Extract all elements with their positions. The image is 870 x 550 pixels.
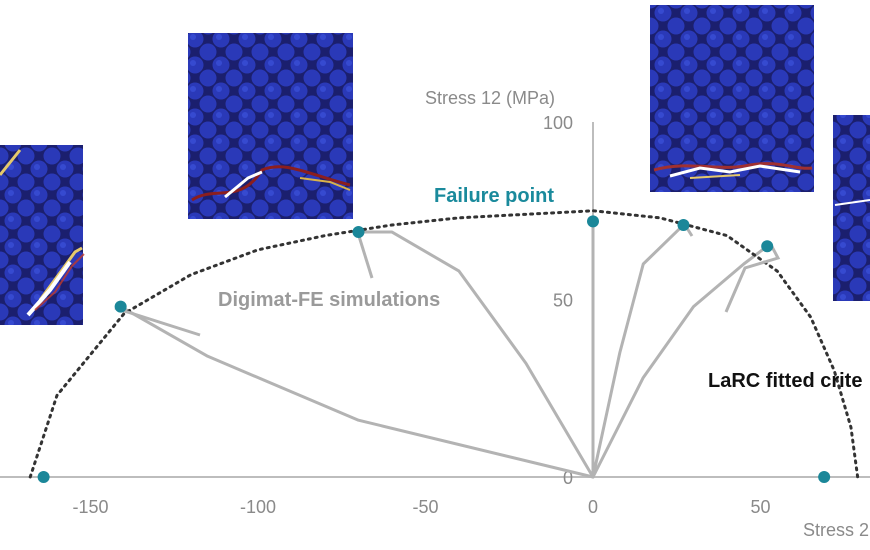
micrograph-image-1 bbox=[0, 145, 85, 325]
leader-line-1 bbox=[114, 306, 201, 337]
failure-point-marker bbox=[761, 240, 774, 253]
criterion-annotation: LaRC fitted crite bbox=[708, 370, 862, 392]
x-tick-label: -50 bbox=[412, 497, 438, 517]
failure-point-marker bbox=[352, 226, 365, 239]
x-tick-label: -150 bbox=[72, 497, 108, 517]
stress-path-line bbox=[357, 230, 595, 479]
micrograph-image-3 bbox=[650, 5, 814, 192]
x-tick-label: -100 bbox=[240, 497, 276, 517]
larc-criterion-curve bbox=[28, 209, 860, 479]
micrograph-image-4 bbox=[833, 115, 870, 301]
micrograph-insets bbox=[0, 5, 870, 325]
failure-point-marker bbox=[114, 300, 127, 313]
y-tick-label: 0 bbox=[563, 468, 573, 488]
leader-line-2 bbox=[356, 232, 374, 279]
leader-line-4 bbox=[724, 242, 781, 313]
failure-point-marker bbox=[677, 218, 690, 231]
stress-path-line bbox=[591, 223, 685, 479]
x-tick-label: 50 bbox=[750, 497, 770, 517]
y-tick-labels: 0 50 100 bbox=[543, 113, 573, 488]
failure-point-annotation: Failure point bbox=[434, 185, 554, 207]
stress-paths bbox=[119, 219, 769, 479]
y-tick-label: 100 bbox=[543, 113, 573, 133]
stress-path-line bbox=[591, 244, 769, 479]
failure-point-marker bbox=[587, 215, 599, 228]
x-axis-label: Stress 2 bbox=[803, 520, 869, 540]
micrograph-image-2 bbox=[188, 33, 353, 219]
x-tick-label: 0 bbox=[588, 497, 598, 517]
y-axis-label: Stress 12 (MPa) bbox=[425, 88, 555, 108]
x-tick-labels: -150 -100 -50 0 50 bbox=[72, 497, 770, 517]
y-tick-label: 50 bbox=[553, 291, 573, 311]
failure-point-marker bbox=[37, 471, 50, 483]
failure-points bbox=[37, 215, 831, 483]
stress-path-line bbox=[119, 305, 595, 479]
failure-point-marker bbox=[818, 471, 831, 483]
simulations-annotation: Digimat-FE simulations bbox=[218, 289, 440, 311]
callout-leaders bbox=[114, 224, 781, 337]
